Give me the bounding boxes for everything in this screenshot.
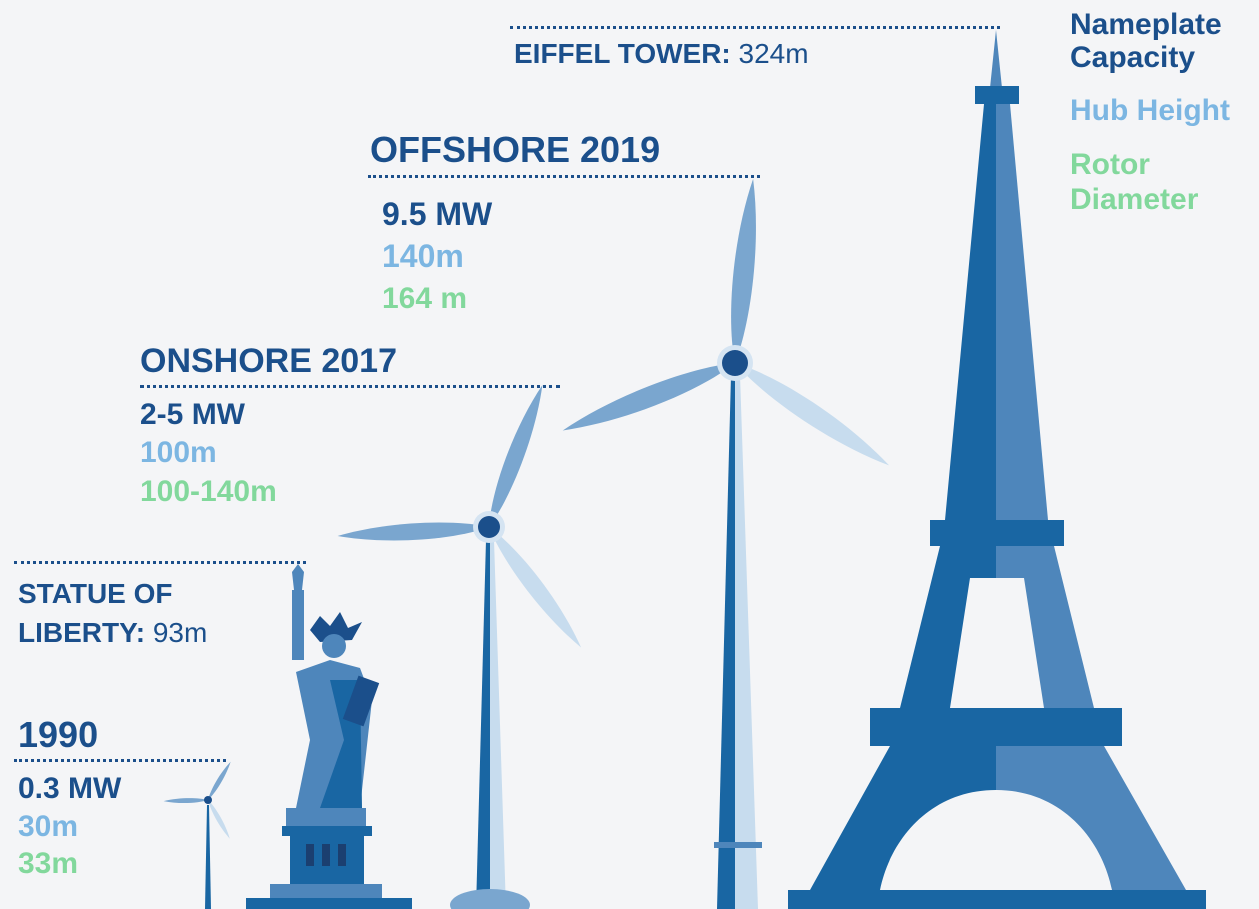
turbine-blade <box>206 760 233 802</box>
tower-spire <box>990 30 1002 88</box>
tower-top <box>975 86 1019 104</box>
tower-mid-left <box>900 546 996 708</box>
turbine-base <box>450 889 530 909</box>
turbine-title: OFFSHORE 2019 <box>370 129 661 170</box>
turbine-tower <box>205 805 211 909</box>
turbine-rotor-diameter: 164 m <box>382 282 468 315</box>
statue-of-liberty <box>246 564 412 909</box>
offshore-turbine <box>559 177 896 909</box>
turbine-rotor-diameter: 33m <box>18 847 79 880</box>
turbine-hub-height: 30m <box>18 810 79 843</box>
turbine-blade <box>163 797 209 804</box>
turbine-blade <box>559 352 739 442</box>
statue-pedestal-ledge <box>282 826 372 836</box>
tower-ground <box>788 890 1206 909</box>
turbine-capacity: 2-5 MW <box>140 398 245 431</box>
dotted-leader <box>368 175 760 178</box>
turbine-blade <box>725 177 762 364</box>
turbine-hub <box>204 796 212 804</box>
dotted-leader <box>14 561 306 564</box>
statue-tablet <box>342 675 380 727</box>
landmark-name: STATUE OF LIBERTY: <box>18 578 173 649</box>
tower-platform-2 <box>870 708 1122 746</box>
turbine-tower <box>717 375 735 909</box>
statue-pedestal-top <box>286 808 366 826</box>
tower-upper-left <box>945 104 996 520</box>
turbine-1990 <box>163 760 233 909</box>
turbine-hub-height: 100m <box>140 436 217 469</box>
statue-ground <box>246 898 412 909</box>
turbine-hub-height: 140m <box>382 238 464 274</box>
statue-head <box>322 634 346 658</box>
tower-base-left <box>810 746 996 890</box>
turbine-rotor-diameter: 100-140m <box>140 475 277 508</box>
landmark-label: EIFFEL TOWER: 324m <box>514 40 809 68</box>
onshore-turbine <box>337 381 589 909</box>
dotted-leader <box>140 385 560 388</box>
turbine-tower-ring <box>714 842 762 848</box>
statue-window <box>338 844 346 866</box>
turbine-tower-shade <box>490 540 506 909</box>
turbine-blade <box>205 798 233 840</box>
turbine-tower-shade <box>735 375 758 909</box>
statue-crown <box>310 612 362 642</box>
turbine-tower <box>476 540 490 909</box>
turbine-capacity: 9.5 MW <box>382 196 493 232</box>
tower-platform-1 <box>930 520 1064 546</box>
turbine-blade <box>337 518 490 546</box>
turbine-title: ONSHORE 2017 <box>140 342 397 380</box>
turbine-title: 1990 <box>18 714 99 755</box>
dotted-leader <box>14 759 226 762</box>
statue-window <box>322 844 330 866</box>
landmark-height: 93m <box>152 617 208 649</box>
landmark-height: 324m <box>738 38 809 69</box>
turbine-hub-core <box>722 350 748 376</box>
turbine-blade <box>481 381 550 531</box>
landmark-name: EIFFEL TOWER: <box>514 38 731 69</box>
turbine-blade <box>481 522 589 653</box>
legend-item: Hub Height <box>1070 94 1230 127</box>
tower-upper-right <box>996 104 1048 520</box>
legend-item: Rotor Diameter <box>1070 148 1199 216</box>
turbine-blade <box>729 355 896 473</box>
landmark-label: STATUE OF LIBERTY: 93m <box>18 574 278 652</box>
turbine-hub-core <box>478 516 500 538</box>
tower-mid-right <box>996 546 1094 708</box>
legend-item: Nameplate Capacity <box>1070 8 1222 74</box>
tower-base-right <box>996 746 1186 890</box>
statue-base <box>270 884 382 898</box>
dotted-leader <box>510 26 1000 29</box>
eiffel-tower <box>788 30 1206 909</box>
statue-window <box>306 844 314 866</box>
statue-torch <box>292 564 304 590</box>
turbine-capacity: 0.3 MW <box>18 772 122 805</box>
statue-arm <box>292 590 304 660</box>
